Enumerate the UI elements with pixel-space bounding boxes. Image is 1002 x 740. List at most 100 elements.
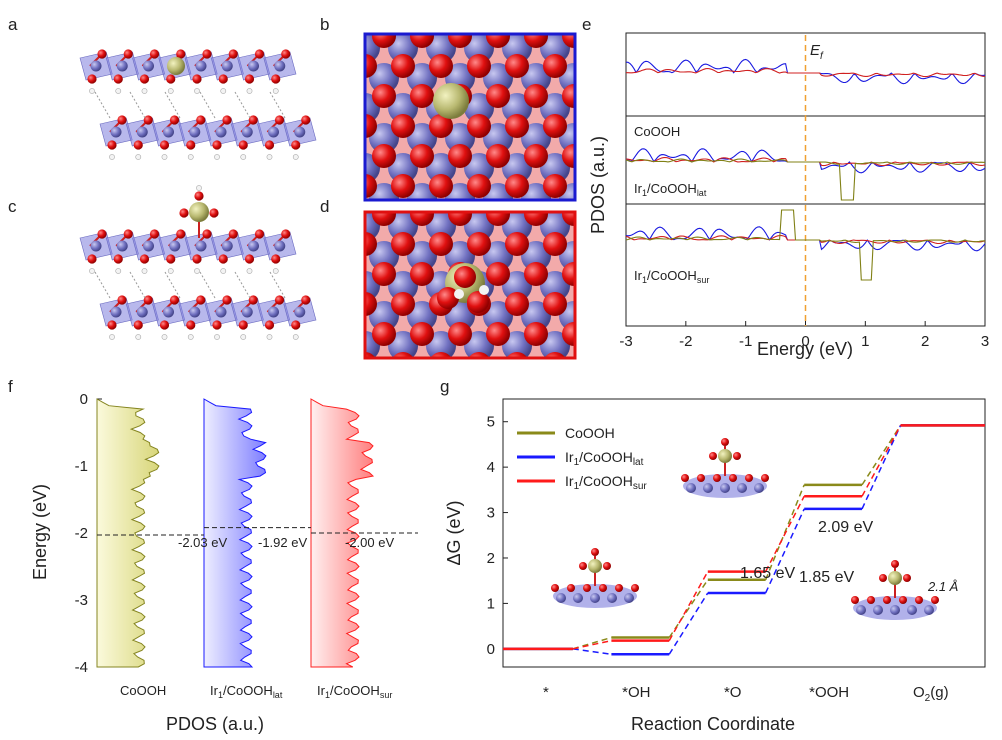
dg-connector [572, 636, 612, 650]
pdos-panel-e: PDOS (a.u.) Energy (eV) Ef -3 -2 -1 0 1 2 3 Co… [588, 32, 989, 359]
co-atom [312, 153, 342, 183]
co-atom [407, 123, 437, 153]
dg-connector [668, 592, 709, 655]
o-atom [430, 352, 452, 358]
o-atom [486, 212, 510, 226]
o-atom [619, 352, 643, 376]
hbond [94, 91, 111, 119]
o-atom [600, 382, 624, 406]
co-atom [540, 391, 570, 421]
pdos-e-xtick-label: 2 [921, 333, 929, 350]
o-atom [169, 115, 180, 125]
co-atom [616, 93, 646, 123]
o-atom [600, 84, 624, 108]
panel-letter-g: g [440, 377, 449, 396]
pdos-e-label-2: Ir1/CoOOHlat [634, 181, 707, 198]
o-atom [159, 320, 170, 330]
o-atom [192, 254, 202, 264]
pdos-f-ytick-label: -1 [75, 458, 88, 475]
o-atom [562, 262, 575, 286]
panel-letter-d: d [320, 197, 329, 216]
co-atom [445, 361, 475, 391]
co-atom [407, 361, 437, 391]
o-atom [891, 560, 899, 568]
o-atom [218, 254, 228, 264]
co-atom [294, 306, 306, 318]
o-atom [486, 144, 510, 168]
o-atom [254, 229, 265, 239]
pdos-e-xlabel: Energy (eV) [757, 339, 853, 359]
h-atom [109, 154, 115, 160]
o-atom [562, 84, 575, 108]
co-atom [407, 3, 437, 33]
co-atom [502, 391, 532, 421]
panel-letter-c: c [8, 197, 17, 216]
barrier-label-coooh: 2.09 eV [818, 519, 873, 536]
top-view-b [312, 3, 646, 202]
o-atom [244, 74, 255, 84]
o-atom [931, 596, 939, 604]
co-atom [215, 126, 227, 138]
o-atom [579, 562, 587, 570]
co-atom [369, 301, 399, 331]
o-atom [107, 140, 117, 150]
o-atom [468, 352, 490, 358]
panel-letter-e: e [582, 15, 591, 34]
o-atom [505, 232, 529, 256]
ir-atom [888, 571, 902, 585]
o-atom [87, 254, 97, 264]
co-atom [136, 126, 148, 138]
co-atom [331, 241, 361, 271]
h-atom [292, 334, 299, 340]
dg-xlabel: Reaction Coordinate [631, 714, 795, 734]
o-atom [222, 115, 232, 125]
dband-label-3: -2.00 eV [345, 535, 394, 550]
o-atom [196, 295, 206, 305]
o-atom [372, 84, 396, 108]
o-atom [524, 262, 548, 286]
co-atom [597, 241, 627, 271]
co-atom [331, 63, 361, 93]
co-atom [331, 123, 361, 153]
dg-xtick-label: *O [724, 684, 742, 701]
o-atom [254, 49, 265, 59]
o-atom [583, 584, 591, 592]
co-atom [136, 306, 148, 318]
o-atom [631, 584, 639, 592]
co-atom [502, 34, 532, 63]
h-atom [89, 268, 95, 274]
co-atom [268, 306, 279, 318]
pdos-f-ytick-label: -2 [75, 525, 88, 542]
o-atom [524, 144, 548, 168]
barrier-label-sur: 1.65 eV [740, 565, 795, 582]
o-atom [372, 262, 396, 286]
co-atom [312, 331, 342, 361]
o-atom [524, 322, 548, 346]
co-atom [502, 153, 532, 183]
ir-atom [718, 449, 732, 463]
co-atom [388, 34, 418, 63]
o-atom [391, 174, 415, 198]
pdos-f-xlabel: PDOS (a.u.) [166, 714, 264, 734]
o-atom [139, 74, 150, 84]
o-atom [437, 287, 459, 309]
o-atom [334, 322, 358, 346]
co-atom [241, 126, 253, 138]
o-atom [281, 229, 291, 239]
o-atom [429, 232, 453, 256]
hbond [199, 271, 216, 299]
co-atom [573, 593, 583, 603]
h-atom [194, 88, 200, 94]
dg-ytick-label: 3 [487, 505, 495, 522]
h-atom [220, 88, 227, 94]
co-atom [195, 240, 207, 252]
o-atom [209, 208, 219, 218]
o-atom [543, 114, 567, 138]
co-atom [873, 605, 883, 615]
co-atom [388, 391, 418, 421]
co-atom [445, 3, 475, 33]
pdos-e-xtick-label: 3 [981, 333, 989, 350]
pdos-e-xtick-label: 0 [801, 333, 809, 350]
co-atom [616, 211, 646, 241]
co-atom [90, 240, 102, 252]
